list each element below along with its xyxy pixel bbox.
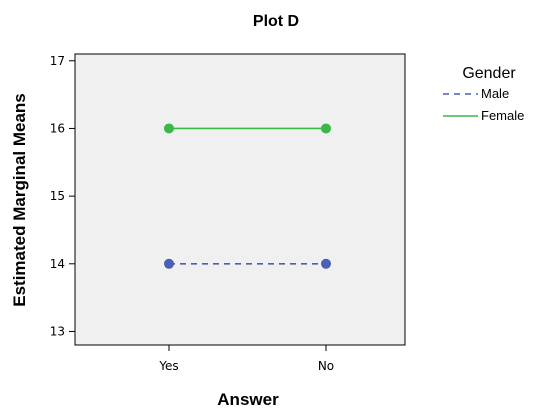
legend-title: Gender	[462, 65, 516, 82]
y-tick-label: 14	[50, 257, 65, 271]
data-point-female	[164, 123, 174, 134]
y-tick-label: 16	[50, 121, 65, 135]
data-point-male	[164, 258, 174, 269]
y-tick-label: 17	[50, 54, 65, 68]
x-tick-label: Yes	[158, 359, 178, 373]
legend-label-male: Male	[481, 86, 509, 101]
data-point-female	[321, 123, 331, 134]
y-tick-label: 13	[50, 324, 65, 338]
x-axis-title: Answer	[217, 390, 279, 409]
x-axis: Yes No	[158, 345, 334, 373]
y-tick-label: 15	[50, 189, 65, 203]
plot-area	[74, 53, 406, 346]
data-point-male	[321, 258, 331, 269]
legend: Gender Male Female	[443, 65, 524, 123]
y-axis-title: Estimated Marginal Means	[10, 93, 29, 307]
chart-title: Plot D	[253, 13, 299, 30]
series-layer	[164, 123, 331, 269]
y-axis: 13 14 15 16 17	[50, 54, 75, 338]
x-tick-label: No	[318, 359, 334, 373]
legend-label-female: Female	[481, 108, 524, 123]
